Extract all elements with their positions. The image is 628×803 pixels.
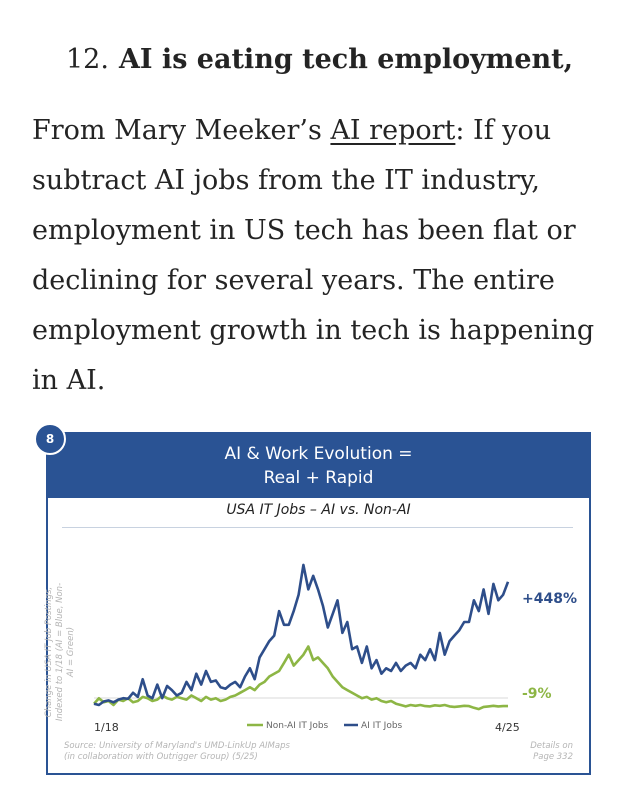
slide-frame: AI & Work Evolution = Real + Rapid USA I… [44,432,591,775]
section-heading: 12. AI is eating tech employment, [66,40,573,80]
article-paragraph: From Mary Meeker’s AI report: If you sub… [32,106,607,406]
ai-end-label: +448% [522,591,577,607]
heading-number: 12. [66,44,109,75]
legend-label-non-ai: Non-AI IT Jobs [266,721,329,731]
banner-line-2: Real + Rapid [263,468,374,488]
source-line-2: (in collaboration with Outrigger Group) … [64,752,258,762]
paragraph-lead: From Mary Meeker’s [32,115,331,146]
slide-number-badge: 8 [34,423,66,455]
source-line-1: Source: University of Maryland's UMD-Lin… [64,741,290,751]
ai-jobs-line [93,563,510,707]
chart-subtitle: USA IT Jobs – AI vs. Non-AI [226,502,411,518]
non-ai-jobs-line [93,645,508,711]
heading-title: AI is eating tech employment, [118,44,574,75]
line-chart: 1/18 4/25 Non-AI IT Jobs AI IT Jobs +448… [64,563,577,762]
details-line-1: Details on [530,741,573,751]
ai-report-link[interactable]: AI report [330,115,456,146]
legend: Non-AI IT Jobs AI IT Jobs [247,721,403,731]
series-layer [93,563,510,711]
x-start-label: 1/18 [94,721,119,734]
x-end-label: 4/25 [495,721,520,734]
legend-label-ai: AI IT Jobs [361,721,403,731]
non-ai-end-label: -9% [522,686,552,702]
details-line-2: Page 332 [533,752,573,762]
slide-banner: AI & Work Evolution = Real + Rapid [48,434,589,498]
subtitle-divider [62,527,573,528]
banner-line-1: AI & Work Evolution = [224,444,413,464]
paragraph-rest: : If you subtract AI jobs from the IT in… [32,115,595,396]
chart-slide-image: 8 AI & Work Evolution = Real + Rapid USA… [34,423,595,775]
